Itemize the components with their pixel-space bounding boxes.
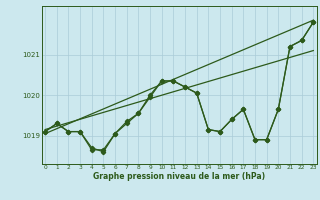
X-axis label: Graphe pression niveau de la mer (hPa): Graphe pression niveau de la mer (hPa) bbox=[93, 172, 265, 181]
